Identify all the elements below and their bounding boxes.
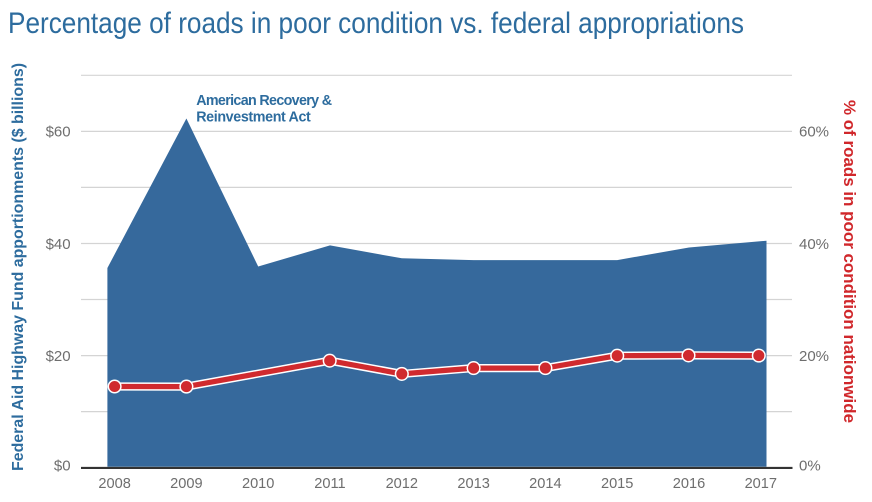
svg-text:$40: $40 bbox=[46, 236, 71, 253]
svg-text:Percentage of roads in poor co: Percentage of roads in poor condition vs… bbox=[8, 7, 744, 40]
svg-text:60%: 60% bbox=[799, 124, 829, 141]
svg-text:2015: 2015 bbox=[601, 476, 633, 492]
svg-text:40%: 40% bbox=[799, 236, 829, 253]
svg-text:$0: $0 bbox=[54, 457, 71, 474]
svg-text:% of roads in poor condition n: % of roads in poor condition nationwide bbox=[840, 100, 859, 423]
svg-text:2017: 2017 bbox=[745, 476, 777, 492]
svg-text:2016: 2016 bbox=[673, 476, 705, 492]
svg-text:2012: 2012 bbox=[386, 476, 418, 492]
svg-text:2013: 2013 bbox=[457, 476, 489, 492]
svg-text:2008: 2008 bbox=[98, 476, 130, 492]
svg-text:American Recovery &: American Recovery & bbox=[196, 93, 332, 109]
svg-text:20%: 20% bbox=[799, 348, 829, 365]
svg-text:2011: 2011 bbox=[314, 476, 345, 492]
svg-text:Federal Aid Highway Fund appor: Federal Aid Highway Fund apportionments … bbox=[10, 63, 27, 471]
svg-text:0%: 0% bbox=[799, 457, 821, 474]
svg-text:2010: 2010 bbox=[242, 476, 274, 492]
svg-text:$20: $20 bbox=[46, 348, 71, 365]
svg-text:2009: 2009 bbox=[170, 476, 202, 492]
svg-text:Reinvestment Act: Reinvestment Act bbox=[196, 109, 311, 125]
svg-text:2014: 2014 bbox=[529, 476, 561, 492]
svg-text:$60: $60 bbox=[46, 124, 71, 141]
